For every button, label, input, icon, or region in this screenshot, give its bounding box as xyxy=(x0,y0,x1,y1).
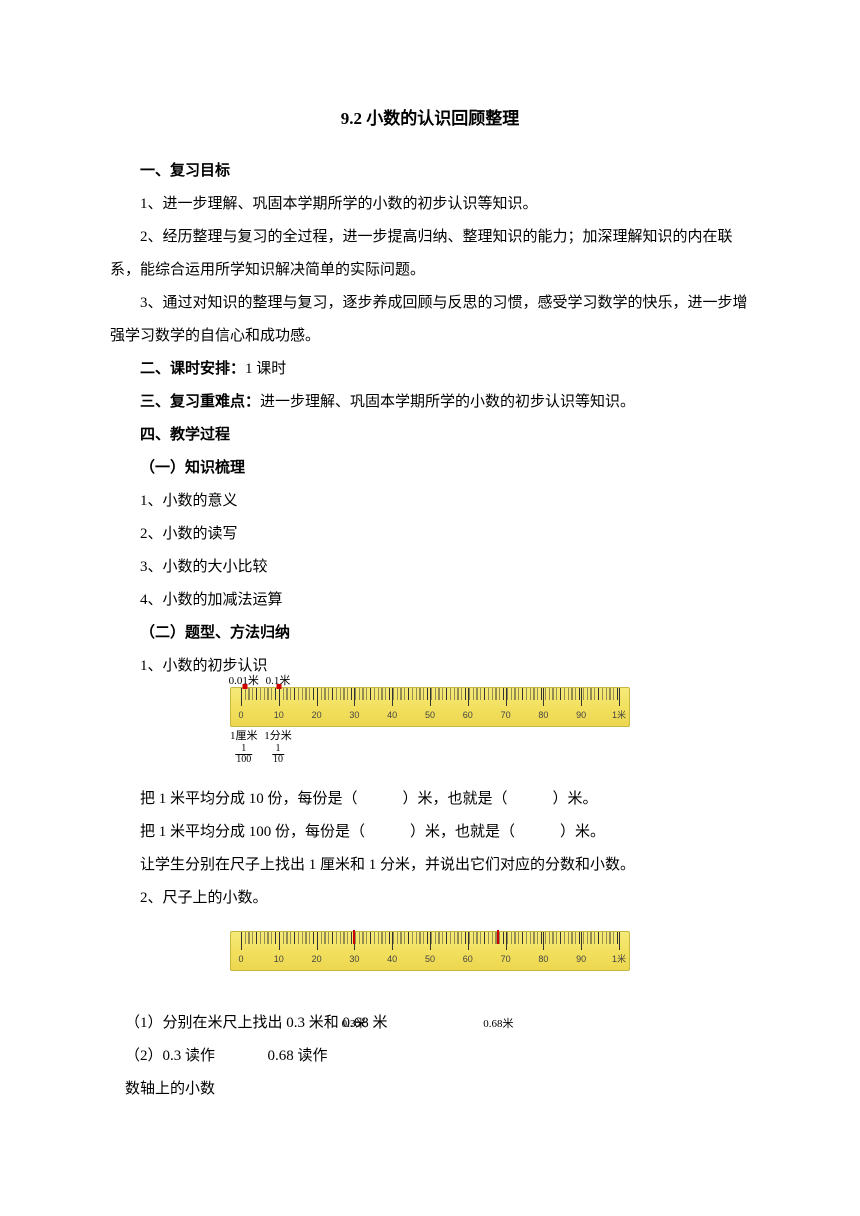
ruler1-bot-b: 1分米 110 xyxy=(264,729,292,764)
tick-label: 40 xyxy=(387,706,397,726)
major-tick xyxy=(241,932,242,950)
q5a: （2）0.3 读作 xyxy=(125,1048,215,1064)
q2: 把 1 米平均分成 100 份，每份是（ ）米，也就是（ ）米。 xyxy=(110,816,750,849)
major-tick xyxy=(468,688,469,706)
s1-p2: 2、经历整理与复习的全过程，进一步提高归纳、整理知识的能力；加深理解知识的内在联… xyxy=(110,221,750,287)
major-tick xyxy=(317,688,318,706)
section-5-head: （一）知识梳理 xyxy=(110,452,750,485)
s2-head: 二、课时安排： xyxy=(140,361,245,377)
tick-label: 20 xyxy=(312,950,322,970)
major-tick xyxy=(430,688,431,706)
ruler2-bot-a: 0.3米 xyxy=(342,1017,367,1031)
ruler1-marker-a xyxy=(242,684,247,689)
tick-label: 1米 xyxy=(612,950,626,970)
tick-label: 90 xyxy=(576,706,586,726)
major-tick xyxy=(506,688,507,706)
ruler1-bot-a: 1厘米 1100 xyxy=(230,729,258,764)
tick-label: 30 xyxy=(349,950,359,970)
s6-i1: 1、小数的初步认识 xyxy=(110,650,750,683)
ruler1-major-ticks xyxy=(241,688,619,706)
section-6-head: （二）题型、方法归纳 xyxy=(110,617,750,650)
tick-label: 1米 xyxy=(612,706,626,726)
frac-b-d: 10 xyxy=(272,755,284,765)
ruler1-marker-b xyxy=(276,684,281,689)
section-2: 二、课时安排：1 课时 xyxy=(110,353,750,386)
major-tick xyxy=(392,688,393,706)
s2-tail: 1 课时 xyxy=(245,361,286,377)
major-tick xyxy=(543,688,544,706)
major-tick xyxy=(430,932,431,950)
tick-label: 40 xyxy=(387,950,397,970)
major-tick xyxy=(317,932,318,950)
ruler1-body: 0 10 20 30 40 50 60 70 80 90 1米 xyxy=(230,687,630,727)
tick-label: 80 xyxy=(538,950,548,970)
ruler1-bot-b-text: 1分米 xyxy=(264,729,292,743)
tick-label: 60 xyxy=(463,950,473,970)
ruler-1-wrap: 0.01米 0.1米 01020304050607080901米 1厘米 110… xyxy=(110,687,750,775)
tick-label: 70 xyxy=(501,706,511,726)
ruler2-bot-b: 0.68米 xyxy=(483,1017,513,1031)
tick-label: 90 xyxy=(576,950,586,970)
major-tick xyxy=(619,932,620,950)
s1-p1: 1、进一步理解、巩固本学期所学的小数的初步认识等知识。 xyxy=(110,188,750,221)
major-tick xyxy=(581,688,582,706)
tick-label: 60 xyxy=(463,706,473,726)
tick-label: 50 xyxy=(425,950,435,970)
q6: 数轴上的小数 xyxy=(110,1073,750,1106)
gap xyxy=(110,915,750,927)
tick-label: 50 xyxy=(425,706,435,726)
major-tick xyxy=(354,688,355,706)
q5: （2）0.3 读作 0.68 读作 xyxy=(110,1040,750,1073)
major-tick xyxy=(279,932,280,950)
s1-p3: 3、通过对知识的整理与复习，逐步养成回顾与反思的习惯，感受学习数学的快乐，进一步… xyxy=(110,287,750,353)
q5b: 0.68 读作 xyxy=(268,1048,328,1064)
tick-label: 20 xyxy=(312,706,322,726)
tick-label: 70 xyxy=(501,950,511,970)
s5-i4: 4、小数的加减法运算 xyxy=(110,584,750,617)
section-1-head: 一、复习目标 xyxy=(110,155,750,188)
page-title: 9.2 小数的认识回顾整理 xyxy=(110,100,750,137)
ruler1-bot-a-text: 1厘米 xyxy=(230,729,258,743)
tick-label: 80 xyxy=(538,706,548,726)
s5-i2: 2、小数的读写 xyxy=(110,518,750,551)
major-tick xyxy=(581,932,582,950)
major-tick xyxy=(619,688,620,706)
s5-i1: 1、小数的意义 xyxy=(110,485,750,518)
tick-label: 10 xyxy=(274,950,284,970)
s7: 2、尺子上的小数。 xyxy=(110,882,750,915)
q4: （1）分别在米尺上找出 0.3 米和 0.68 米 xyxy=(110,1007,750,1040)
ruler2-marker-a xyxy=(353,930,355,944)
section-4-head: 四、教学过程 xyxy=(110,419,750,452)
ruler2-marker-b xyxy=(497,930,499,944)
major-tick xyxy=(392,932,393,950)
s3-head: 三、复习重难点： xyxy=(140,394,260,410)
major-tick xyxy=(506,932,507,950)
major-tick xyxy=(241,688,242,706)
s5-i3: 3、小数的大小比较 xyxy=(110,551,750,584)
major-tick xyxy=(543,932,544,950)
q1: 把 1 米平均分成 10 份，每份是（ ）米，也就是（ ）米。 xyxy=(110,783,750,816)
tick-label: 0 xyxy=(238,706,243,726)
ruler-1: 0.01米 0.1米 01020304050607080901米 1厘米 110… xyxy=(230,687,630,775)
ruler2-spacer xyxy=(230,971,630,999)
frac-a-d: 100 xyxy=(235,755,252,765)
ruler2-major-ticks xyxy=(241,932,619,950)
ruler-2: 01020304050607080901米 0.3米 0.68米 xyxy=(230,931,630,999)
section-3: 三、复习重难点：进一步理解、巩固本学期所学的小数的初步认识等知识。 xyxy=(110,386,750,419)
ruler1-frac-a: 1100 xyxy=(235,744,252,765)
s3-tail: 进一步理解、巩固本学期所学的小数的初步认识等知识。 xyxy=(260,394,635,410)
q3: 让学生分别在尺子上找出 1 厘米和 1 分米，并说出它们对应的分数和小数。 xyxy=(110,849,750,882)
major-tick xyxy=(279,688,280,706)
ruler1-frac-b: 110 xyxy=(272,744,284,765)
tick-label: 10 xyxy=(274,706,284,726)
ruler-2-wrap: 01020304050607080901米 0.3米 0.68米 xyxy=(110,931,750,999)
tick-label: 0 xyxy=(238,950,243,970)
ruler2-body: 0 10 20 30 40 50 60 70 80 90 1米 xyxy=(230,931,630,971)
major-tick xyxy=(468,932,469,950)
tick-label: 30 xyxy=(349,706,359,726)
